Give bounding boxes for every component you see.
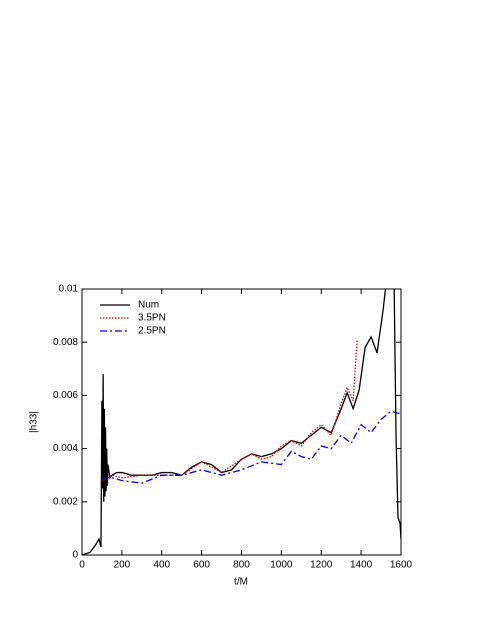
y-axis-label: |h33| [29,411,40,433]
legend-label: Num [138,300,159,311]
series-line [101,339,358,482]
x-tick-label: 200 [114,560,131,571]
plot-area [82,289,401,555]
x-tick-label: 1600 [390,560,413,571]
y-tick-label: 0.002 [53,496,78,507]
x-axis-label: t/M [234,577,248,588]
x-tick-label: 1000 [270,560,293,571]
y-tick-label: 0.006 [53,390,78,401]
series-line [101,410,401,484]
y-tick-label: 0 [72,550,78,561]
y-tick-label: 0.004 [53,443,78,454]
x-tick-label: 1400 [350,560,373,571]
x-tick-label: 0 [79,560,85,571]
plot-frame [81,288,402,556]
series-line [82,289,401,555]
x-tick-label: 400 [153,560,170,571]
legend-label: 2.5PN [138,326,166,337]
y-tick-label: 0.008 [53,337,78,348]
y-tick-label: 0.01 [59,284,79,295]
x-tick-label: 600 [193,560,210,571]
legend-label: 3.5PN [138,313,166,324]
x-tick-label: 1200 [310,560,333,571]
x-tick-label: 800 [233,560,250,571]
